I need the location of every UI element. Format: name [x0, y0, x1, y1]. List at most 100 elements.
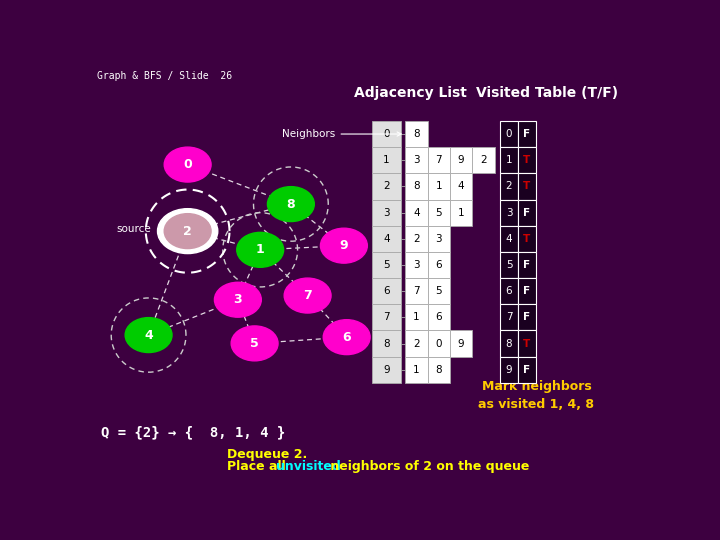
- Text: 2: 2: [505, 181, 513, 191]
- FancyBboxPatch shape: [518, 173, 536, 199]
- Circle shape: [164, 147, 211, 182]
- FancyBboxPatch shape: [500, 173, 518, 199]
- FancyBboxPatch shape: [500, 357, 518, 383]
- FancyBboxPatch shape: [372, 278, 401, 305]
- Text: 8: 8: [383, 339, 390, 349]
- FancyBboxPatch shape: [500, 305, 518, 330]
- Text: 1: 1: [458, 207, 464, 218]
- Text: 5: 5: [505, 260, 513, 270]
- FancyBboxPatch shape: [428, 330, 450, 357]
- FancyBboxPatch shape: [500, 252, 518, 278]
- Text: F: F: [523, 207, 531, 218]
- Text: 1: 1: [413, 365, 420, 375]
- Text: 7: 7: [303, 289, 312, 302]
- Text: 1: 1: [436, 181, 442, 191]
- FancyBboxPatch shape: [500, 330, 518, 357]
- FancyBboxPatch shape: [372, 226, 401, 252]
- Text: T: T: [523, 155, 531, 165]
- FancyBboxPatch shape: [450, 147, 472, 173]
- FancyBboxPatch shape: [405, 252, 428, 278]
- FancyBboxPatch shape: [428, 226, 450, 252]
- Text: 0: 0: [184, 158, 192, 171]
- Text: 5: 5: [251, 337, 259, 350]
- Circle shape: [231, 326, 278, 361]
- Circle shape: [284, 278, 331, 313]
- Circle shape: [267, 187, 315, 221]
- Text: 2: 2: [480, 155, 487, 165]
- Text: 7: 7: [505, 313, 513, 322]
- FancyBboxPatch shape: [518, 278, 536, 305]
- FancyBboxPatch shape: [518, 305, 536, 330]
- Circle shape: [164, 214, 211, 248]
- Text: 4: 4: [413, 207, 420, 218]
- Circle shape: [323, 320, 370, 355]
- Circle shape: [158, 208, 217, 254]
- FancyBboxPatch shape: [518, 121, 536, 147]
- Text: 6: 6: [343, 330, 351, 343]
- FancyBboxPatch shape: [372, 147, 401, 173]
- Text: Adjacency List: Adjacency List: [354, 86, 467, 100]
- FancyBboxPatch shape: [405, 147, 428, 173]
- Text: 9: 9: [505, 365, 513, 375]
- Text: 4: 4: [144, 328, 153, 342]
- Text: source: source: [117, 224, 151, 234]
- Text: 4: 4: [458, 181, 464, 191]
- Text: 8: 8: [436, 365, 442, 375]
- FancyBboxPatch shape: [372, 330, 401, 357]
- FancyBboxPatch shape: [405, 121, 428, 147]
- Text: 8: 8: [413, 129, 420, 139]
- Text: 1: 1: [413, 313, 420, 322]
- Text: Mark neighbors
as visited 1, 4, 8: Mark neighbors as visited 1, 4, 8: [478, 380, 595, 411]
- Text: Graph & BFS / Slide  26: Graph & BFS / Slide 26: [96, 71, 232, 81]
- Circle shape: [125, 318, 172, 353]
- FancyBboxPatch shape: [405, 173, 428, 199]
- Text: 2: 2: [383, 181, 390, 191]
- FancyBboxPatch shape: [428, 147, 450, 173]
- FancyBboxPatch shape: [405, 305, 428, 330]
- FancyBboxPatch shape: [372, 305, 401, 330]
- Circle shape: [237, 232, 284, 267]
- Circle shape: [320, 228, 367, 263]
- Circle shape: [215, 282, 261, 317]
- FancyBboxPatch shape: [405, 278, 428, 305]
- Text: Place all: Place all: [227, 461, 290, 474]
- Text: T: T: [523, 181, 531, 191]
- FancyBboxPatch shape: [450, 199, 472, 226]
- Text: F: F: [523, 286, 531, 296]
- FancyBboxPatch shape: [500, 121, 518, 147]
- Text: 2: 2: [413, 339, 420, 349]
- FancyBboxPatch shape: [372, 173, 401, 199]
- FancyBboxPatch shape: [518, 357, 536, 383]
- FancyBboxPatch shape: [428, 173, 450, 199]
- FancyBboxPatch shape: [405, 226, 428, 252]
- Text: 3: 3: [413, 260, 420, 270]
- Text: 6: 6: [505, 286, 513, 296]
- Text: 8: 8: [287, 198, 295, 211]
- Text: Neighbors: Neighbors: [282, 129, 401, 139]
- FancyBboxPatch shape: [518, 226, 536, 252]
- Text: F: F: [523, 313, 531, 322]
- Text: 8: 8: [413, 181, 420, 191]
- FancyBboxPatch shape: [472, 147, 495, 173]
- FancyBboxPatch shape: [428, 305, 450, 330]
- Text: T: T: [523, 234, 531, 244]
- FancyBboxPatch shape: [405, 357, 428, 383]
- Text: 5: 5: [436, 286, 442, 296]
- FancyBboxPatch shape: [372, 357, 401, 383]
- Text: F: F: [523, 365, 531, 375]
- FancyBboxPatch shape: [428, 357, 450, 383]
- FancyBboxPatch shape: [372, 252, 401, 278]
- Text: 3: 3: [436, 234, 442, 244]
- Text: T: T: [523, 339, 531, 349]
- Text: 3: 3: [505, 207, 513, 218]
- FancyBboxPatch shape: [518, 330, 536, 357]
- Text: Dequeue 2.: Dequeue 2.: [227, 448, 307, 461]
- Text: 4: 4: [505, 234, 513, 244]
- Text: 1: 1: [505, 155, 513, 165]
- Text: 5: 5: [436, 207, 442, 218]
- Text: 0: 0: [506, 129, 513, 139]
- Text: 1: 1: [256, 244, 264, 256]
- FancyBboxPatch shape: [372, 121, 401, 147]
- FancyBboxPatch shape: [405, 199, 428, 226]
- Text: 8: 8: [505, 339, 513, 349]
